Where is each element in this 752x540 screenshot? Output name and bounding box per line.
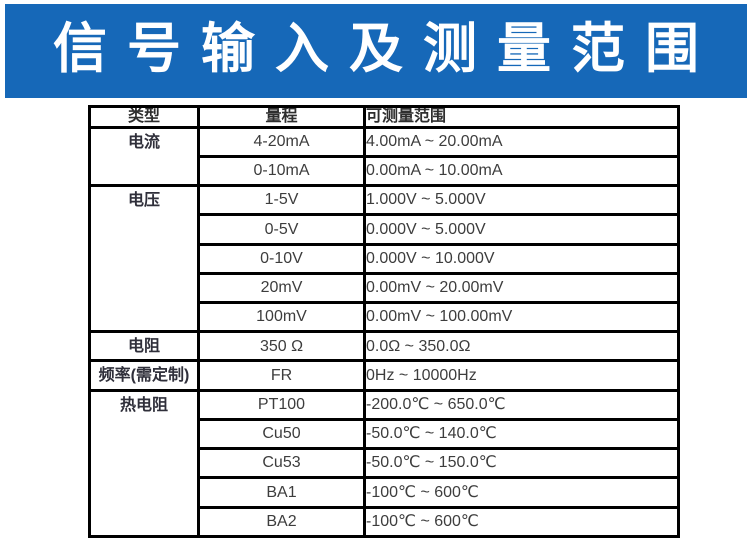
table-row: 电压 1-5V 1.000V ~ 5.000V bbox=[88, 184, 680, 334]
table-row: BA2 -100℃ ~ 600℃ bbox=[90, 505, 680, 539]
type-cell-resistance: 电阻 bbox=[88, 330, 200, 363]
range-cell: 0-5V bbox=[197, 213, 366, 246]
table-row: 热电阻 PT100 -200.0℃ ~ 650.0℃ bbox=[88, 388, 680, 539]
range-cell: Cu53 bbox=[197, 447, 366, 480]
table-row: 电阻 350 Ω 0.0Ω ~ 350.0Ω bbox=[88, 330, 680, 363]
table-row: BA1 -100℃ ~ 600℃ bbox=[90, 476, 680, 509]
range-cell: PT100 bbox=[197, 388, 366, 421]
table-row: 0-10mA 0.00mA ~ 10.00mA bbox=[90, 154, 680, 188]
type-cell-rtd: 热电阻 bbox=[88, 388, 200, 539]
range-cell: 350 Ω bbox=[197, 330, 366, 363]
type-cell-current: 电流 bbox=[88, 125, 200, 188]
column-header-range: 量程 bbox=[197, 105, 366, 129]
table-row: 0-10V 0.000V ~ 10.000V bbox=[90, 242, 680, 275]
range-cell: 20mV bbox=[197, 271, 366, 305]
table-row: 电流 4-20mA 4.00mA ~ 20.00mA bbox=[88, 125, 680, 188]
measurable-range-cell: 0Hz ~ 10000Hz bbox=[363, 359, 680, 392]
table-row: 频率(需定制) FR 0Hz ~ 10000Hz bbox=[88, 359, 680, 392]
table-row: 0-5V 0.000V ~ 5.000V bbox=[90, 213, 680, 246]
table-row: Cu53 -50.0℃ ~ 150.0℃ bbox=[90, 447, 680, 480]
range-cell: 0-10V bbox=[197, 242, 366, 275]
table-row: 100mV 0.00mV ~ 100.00mV bbox=[90, 300, 680, 334]
column-header-measurable-range: 可测量范围 bbox=[363, 105, 680, 129]
measurement-range-table: 类型 量程 可测量范围 电流 4-20mA 4.00mA ~ 20.00mA 0… bbox=[88, 105, 680, 539]
type-cell-frequency: 频率(需定制) bbox=[88, 359, 200, 392]
measurable-range-cell: 0.00mV ~ 20.00mV bbox=[363, 271, 680, 305]
range-cell: 4-20mA bbox=[197, 125, 366, 158]
measurable-range-cell: 0.000V ~ 5.000V bbox=[363, 213, 680, 246]
measurable-range-cell: 0.00mA ~ 10.00mA bbox=[363, 154, 680, 188]
range-cell: 0-10mA bbox=[197, 154, 366, 188]
range-cell: BA2 bbox=[197, 505, 366, 539]
measurable-range-cell: 0.00mV ~ 100.00mV bbox=[363, 300, 680, 334]
measurable-range-cell: -50.0℃ ~ 150.0℃ bbox=[363, 447, 680, 480]
range-cell: BA1 bbox=[197, 476, 366, 509]
measurable-range-cell: 0.000V ~ 10.000V bbox=[363, 242, 680, 275]
page-title: 信号输入及测量范围 bbox=[53, 19, 719, 79]
table-row: Cu50 -50.0℃ ~ 140.0℃ bbox=[90, 417, 680, 451]
type-cell-voltage: 电压 bbox=[88, 184, 200, 334]
measurable-range-cell: -100℃ ~ 600℃ bbox=[363, 476, 680, 509]
measurable-range-cell: -50.0℃ ~ 140.0℃ bbox=[363, 417, 680, 451]
range-cell: Cu50 bbox=[197, 417, 366, 451]
column-header-type: 类型 bbox=[88, 105, 200, 129]
measurable-range-cell: 4.00mA ~ 20.00mA bbox=[363, 125, 680, 158]
measurable-range-cell: -100℃ ~ 600℃ bbox=[363, 505, 680, 539]
range-cell: FR bbox=[197, 359, 366, 392]
range-cell: 100mV bbox=[197, 300, 366, 334]
measurable-range-cell: 1.000V ~ 5.000V bbox=[363, 184, 680, 217]
header-row: 类型 量程 可测量范围 bbox=[88, 105, 680, 129]
table-row: 20mV 0.00mV ~ 20.00mV bbox=[90, 271, 680, 305]
measurable-range-cell: -200.0℃ ~ 650.0℃ bbox=[363, 388, 680, 421]
title-banner: 信号输入及测量范围 bbox=[5, 4, 747, 98]
range-cell: 1-5V bbox=[197, 184, 366, 217]
measurable-range-cell: 0.0Ω ~ 350.0Ω bbox=[363, 330, 680, 363]
